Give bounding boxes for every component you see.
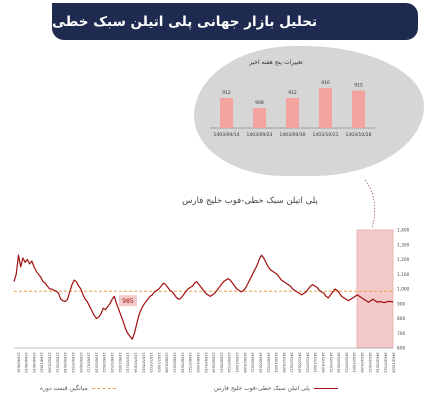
y-tick-label: 1,000 [397, 287, 410, 293]
x-tick-label: 1403/05/18 [376, 352, 380, 373]
x-tick-label: 1401/10/01 [313, 352, 317, 373]
x-tick-label: 1399/10/01 [235, 352, 239, 373]
x-tick-label: 1399/01/10 [204, 352, 208, 373]
x-tick-label: 1402/07/22 [344, 352, 348, 373]
x-tick-label: 1397/03/14 [133, 352, 137, 373]
weekly-tick-label: 1403/10/21 [313, 132, 339, 138]
x-tick-label: 1402/05/18 [337, 352, 341, 373]
average-label: 985 [122, 298, 134, 305]
x-tick-label: 1394/10/20 [40, 352, 44, 373]
page-title: تحلیل بازار جهانی پلی اتیلن سبک خطی [52, 13, 318, 30]
x-tick-label: 1401/03/12 [290, 352, 294, 373]
x-tick-label: 1403/07/22 [383, 352, 387, 373]
x-tick-label: 1395/05/18 [63, 352, 67, 373]
average-label-box [119, 295, 137, 307]
x-tick-label: 1395/01/08 [48, 352, 52, 373]
x-tick-label: 1400/07/22 [266, 352, 270, 373]
weekly-tick-label: 1403/09/14 [214, 132, 240, 138]
y-tick-label: 1,200 [397, 257, 410, 263]
y-tick-label: 1,300 [397, 242, 410, 248]
x-tick-label: 1398/05/18 [180, 352, 184, 373]
weekly-bar-label: 908 [255, 100, 264, 106]
x-tick-label: 1403/01/08 [360, 352, 364, 373]
x-tick-label: 1398/07/22 [188, 352, 192, 373]
x-tick-label: 1395/03/12 [55, 352, 59, 373]
legend-average-label: میانگین قیمت دوره [40, 385, 88, 392]
x-tick-label: 1394/08/15 [32, 352, 36, 373]
x-tick-label: 1398/10/02 [196, 352, 200, 373]
weekly-tick-label: 1403/09/23 [247, 132, 273, 138]
price-series-line [13, 254, 394, 340]
weekly-bar [220, 98, 233, 128]
x-tick-label: 1395/07/22 [71, 352, 75, 373]
x-tick-label: 1399/05/20 [219, 352, 223, 373]
weekly-chart-title: تغییرات پنج هفته اخیر [249, 59, 303, 66]
x-tick-label: 1395/09/26 [79, 352, 83, 373]
weekly-bar [319, 88, 332, 128]
x-tick-label: 1403/10/28 [391, 352, 395, 373]
x-tick-label: 1396/01/12 [87, 352, 91, 373]
x-tick-label: 1402/01/08 [321, 352, 325, 373]
weekly-bar-label: 916 [321, 80, 330, 86]
x-tick-label: 1397/10/01 [157, 352, 161, 373]
x-tick-label: 1400/03/12 [251, 352, 255, 373]
x-tick-label: 1403/03/12 [368, 352, 372, 373]
x-tick-label: 1399/07/24 [227, 352, 231, 373]
x-tick-label: 1396/10/02 [118, 352, 122, 373]
header-title-bar: تحلیل بازار جهانی پلی اتیلن سبک خطی [52, 3, 418, 40]
weekly-bar [286, 98, 299, 128]
weekly-bar-label: 912 [222, 90, 231, 96]
legend-average-swatch [91, 388, 116, 389]
x-tick-label: 1398/03/12 [173, 352, 177, 373]
x-tick-label: 1398/01/08 [165, 352, 169, 373]
y-tick-label: 600 [397, 346, 405, 352]
x-tick-label: 1394/06/10 [24, 352, 28, 373]
y-tick-label: 900 [397, 301, 405, 307]
x-tick-label: 1401/01/08 [282, 352, 286, 373]
weekly-bar-label: 915 [354, 83, 363, 89]
x-tick-label: 1396/03/18 [94, 352, 98, 373]
legend-main-swatch [313, 388, 338, 389]
x-tick-label: 1396/07/26 [110, 352, 114, 373]
weekly-bar [253, 108, 266, 128]
callout-connector [364, 179, 376, 229]
y-tick-label: 800 [397, 316, 405, 322]
weekly-bar-label: 912 [288, 90, 297, 96]
legend-main-label: پلی اتیلن سبک خطی-فوب خلیج فارس [214, 385, 310, 392]
highlight-band [356, 229, 394, 349]
x-tick-label: 1400/05/18 [258, 352, 262, 373]
x-tick-label: 1396/05/22 [102, 352, 106, 373]
weekly-tick-label: 1403/09/30 [280, 132, 306, 138]
weekly-tick-label: 1403/10/28 [346, 132, 372, 138]
x-tick-label: 1397/05/20 [141, 352, 145, 373]
x-tick-label: 1401/05/18 [298, 352, 302, 373]
x-tick-label: 1400/10/01 [274, 352, 278, 373]
x-tick-label: 1402/10/01 [352, 352, 356, 373]
legend-main-series: پلی اتیلن سبک خطی-فوب خلیج فارس [214, 385, 338, 392]
x-tick-label: 1400/01/08 [243, 352, 247, 373]
x-tick-label: 1402/03/12 [329, 352, 333, 373]
x-tick-label: 1394/04/14 [16, 352, 20, 373]
main-chart-title: پلی اتیلن سبک خطی-فوب خلیج فارس [182, 196, 318, 206]
y-tick-label: 1,100 [397, 272, 410, 278]
x-tick-label: 1399/03/14 [212, 352, 216, 373]
y-tick-label: 1,400 [397, 228, 410, 234]
x-tick-label: 1401/07/22 [305, 352, 309, 373]
x-tick-label: 1397/07/25 [149, 352, 153, 373]
weekly-bar [352, 90, 365, 128]
y-tick-label: 700 [397, 331, 405, 337]
x-tick-label: 1397/01/10 [126, 352, 130, 373]
legend-average: میانگین قیمت دوره [40, 385, 116, 392]
